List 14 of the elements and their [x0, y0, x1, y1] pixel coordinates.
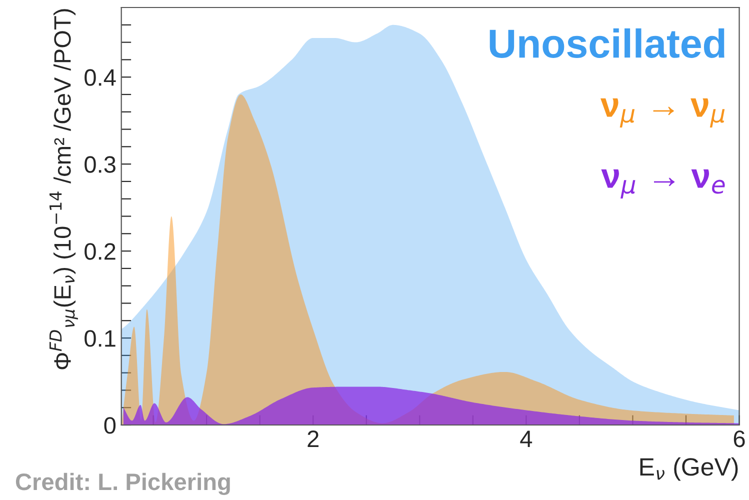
text: Credit: L. Pickering [16, 472, 230, 495]
y-axis-title: Φ$^{FD}$$_{νμ}$(E$_{ν}$) (10$^{−14}$ /cm² /GeV /POT) [50, 9, 78, 370]
y-tick-label: 0.2 [84, 243, 116, 260]
x-tick-label: 4 [520, 430, 532, 447]
y-tick-label: 0.3 [84, 156, 116, 173]
x-tick-label: 6 [734, 430, 745, 448]
x-tick-label: 2 [308, 430, 318, 447]
x-axis-title: E$_{ν}$ (GeV) [640, 457, 738, 481]
text: ν$_{μ}$ → ν$_{e}$ [601, 169, 725, 198]
y-tick-label: 0.4 [84, 69, 116, 86]
text: ν$_{μ}$ → ν$_{μ}$ [600, 98, 725, 128]
series-label: Unoscillated [490, 28, 724, 58]
y-tick-label: 0.1 [84, 330, 116, 347]
y-tick-label: 0 [104, 417, 116, 434]
